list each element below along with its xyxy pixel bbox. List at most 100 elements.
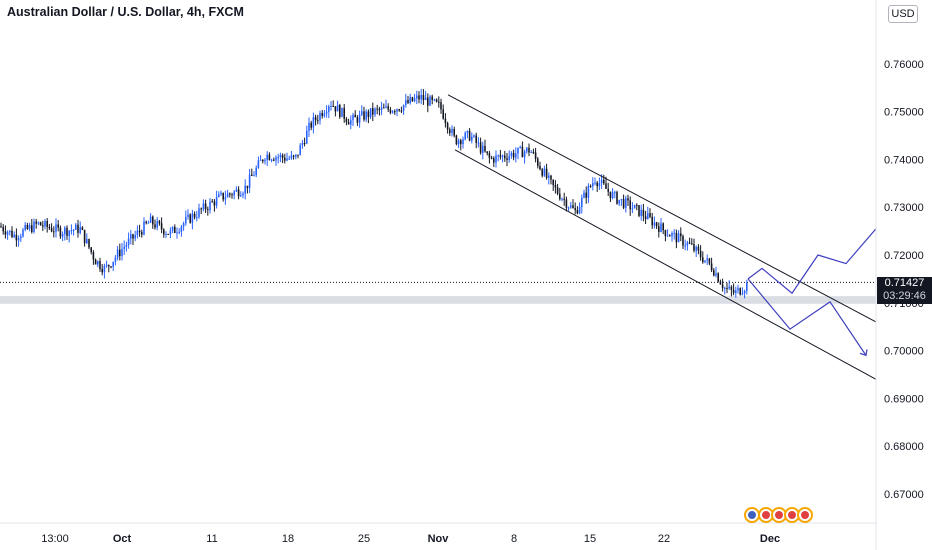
candle-body <box>295 154 297 157</box>
candle-body <box>620 199 623 201</box>
candle-body <box>242 193 244 196</box>
candle-body <box>618 199 620 204</box>
candle-body <box>218 194 220 198</box>
candle-body <box>207 209 209 211</box>
candle-body <box>312 117 315 128</box>
candle-body <box>519 146 521 148</box>
candle-body <box>196 217 198 219</box>
candle-body <box>743 290 746 294</box>
candle-body <box>570 205 572 208</box>
candle-body <box>209 201 211 211</box>
candle-body <box>530 151 532 153</box>
candle-body <box>92 252 95 260</box>
candle-body <box>594 182 596 184</box>
candle-body <box>72 229 75 231</box>
candle-body <box>240 195 242 197</box>
candle-body <box>75 224 77 230</box>
projection-path[interactable] <box>747 228 877 295</box>
candle-body <box>222 192 224 200</box>
candle-body <box>413 98 416 102</box>
candle-body <box>534 152 537 159</box>
candle-body <box>15 234 18 241</box>
candle-body <box>189 214 191 223</box>
current-price-value: 0.71427 <box>884 277 925 289</box>
candle-body <box>741 293 744 295</box>
candle-body <box>488 153 491 158</box>
candle-body <box>418 95 420 100</box>
y-tick-label: 0.73000 <box>884 202 924 214</box>
candle-body <box>686 242 689 246</box>
candle-body <box>693 244 695 251</box>
economic-events[interactable] <box>744 507 813 523</box>
candle-body <box>255 167 257 176</box>
candle-body <box>341 107 343 117</box>
flag-icon <box>762 511 770 519</box>
candle-body <box>548 175 550 178</box>
candle-body <box>477 142 480 144</box>
flag-icon <box>748 511 756 519</box>
candle-body <box>0 226 2 228</box>
candle-body <box>537 158 539 166</box>
candle-body <box>264 159 266 162</box>
candle-body <box>466 130 469 133</box>
candle-body <box>55 224 57 232</box>
candle-body <box>572 205 574 209</box>
candle-body <box>446 123 449 130</box>
candle-body <box>180 226 183 232</box>
candle-body <box>103 266 106 273</box>
currency-button[interactable]: USD <box>888 5 918 23</box>
price-axis[interactable]: 0.760000.750000.740000.730000.720000.710… <box>884 59 924 501</box>
candle-body <box>317 120 319 122</box>
candle-body <box>299 145 301 156</box>
projection-paths[interactable] <box>747 228 877 357</box>
projection-path[interactable] <box>747 278 867 356</box>
channel-line[interactable] <box>454 149 877 380</box>
candle-body <box>374 108 376 115</box>
candle-body <box>596 182 598 187</box>
candle-body <box>556 187 559 194</box>
candle-body <box>400 110 403 112</box>
candle-body <box>372 108 374 115</box>
candle-body <box>669 235 671 237</box>
channel-lines[interactable] <box>447 94 877 380</box>
candle-body <box>204 203 207 210</box>
time-axis[interactable]: 13:00 Oct 11 18 25 Nov 8 15 22 Dec <box>41 533 780 545</box>
candle-body <box>614 192 616 194</box>
x-tick-label: Oct <box>113 533 132 545</box>
y-tick-label: 0.69000 <box>884 393 924 405</box>
candle-body <box>616 192 618 204</box>
candle-body <box>662 223 664 231</box>
candle-body <box>495 155 497 163</box>
candle-body <box>270 159 273 161</box>
candle-body <box>433 99 436 101</box>
y-tick-label: 0.76000 <box>884 59 924 71</box>
candle-body <box>187 214 189 217</box>
candle-body <box>607 188 609 192</box>
candle-body <box>59 227 62 237</box>
candle-body <box>633 204 636 209</box>
candle-body <box>510 152 513 156</box>
candle-body <box>154 224 156 228</box>
candle-body <box>37 222 40 224</box>
x-tick-label: 8 <box>511 533 517 545</box>
candle-body <box>66 227 68 236</box>
support-zone <box>0 296 876 304</box>
candle-body <box>631 208 634 210</box>
candle-body <box>713 270 715 276</box>
y-tick-label: 0.74000 <box>884 154 924 166</box>
candle-body <box>471 136 473 141</box>
candle-body <box>651 216 653 226</box>
candle-body <box>715 273 717 276</box>
candle-body <box>178 231 180 233</box>
flag-icon <box>775 511 783 519</box>
candle-body <box>6 232 9 235</box>
channel-line[interactable] <box>447 94 877 323</box>
candle-body <box>231 194 233 196</box>
candle-body <box>53 231 55 233</box>
candle-body <box>726 287 728 289</box>
candle-body <box>11 230 13 238</box>
y-tick-label: 0.72000 <box>884 250 924 262</box>
candle-body <box>484 145 486 152</box>
candle-body <box>141 232 143 235</box>
